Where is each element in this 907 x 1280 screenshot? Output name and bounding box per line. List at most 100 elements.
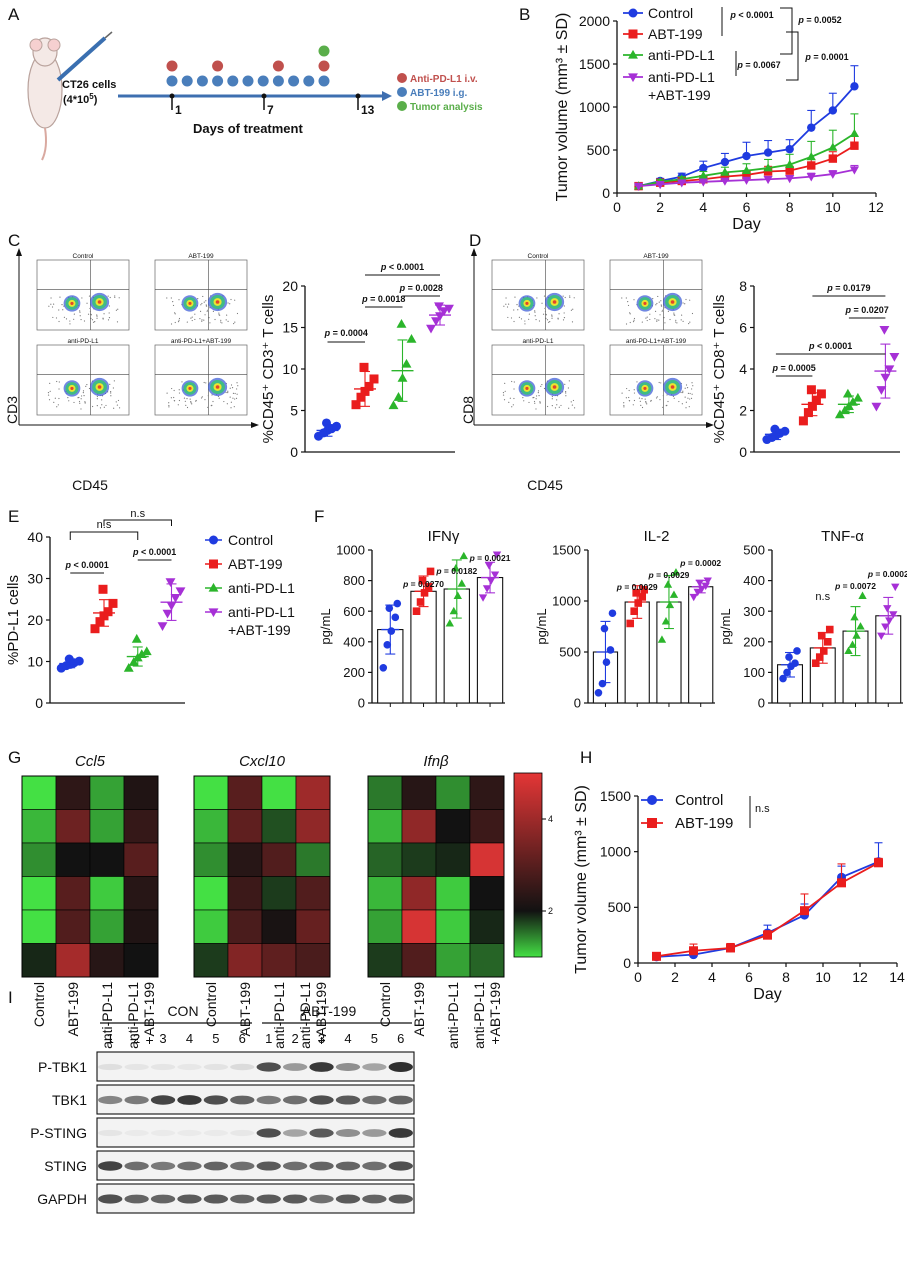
- x-tick-label: 0: [634, 969, 642, 985]
- heatmap-cell: [367, 775, 403, 810]
- blot-band: [309, 1194, 334, 1204]
- data-point: [763, 148, 773, 157]
- abt199-dose-dot: [303, 75, 315, 87]
- event-dot: [172, 304, 175, 307]
- heatmap-frame: [21, 775, 159, 978]
- event-dot: [691, 312, 694, 315]
- blot-band: [335, 1161, 361, 1171]
- event-dot: [223, 400, 225, 403]
- event-dot: [511, 406, 513, 408]
- y-tick-label: 200: [343, 665, 365, 680]
- data-point: [834, 409, 845, 419]
- lane-label: 3: [159, 1031, 166, 1046]
- event-dot: [523, 400, 525, 402]
- event-dot: [569, 295, 571, 297]
- event-dot: [632, 321, 635, 323]
- event-dot: [201, 320, 203, 322]
- heatmap-cell: [401, 943, 437, 978]
- event-dot: [533, 400, 536, 403]
- lane-label: 6: [397, 1031, 404, 1046]
- event-dot: [532, 397, 534, 399]
- event-dot: [113, 407, 115, 409]
- legend-marker: [628, 8, 638, 18]
- event-dot: [211, 394, 213, 396]
- event-dot: [662, 406, 664, 408]
- event-dot: [205, 382, 207, 384]
- data-point: [726, 943, 735, 953]
- panel-letter: G: [8, 748, 21, 767]
- event-dot: [227, 390, 229, 392]
- data-point: [891, 583, 900, 592]
- column-label: anti-PD-L1: [297, 982, 313, 1049]
- event-dot: [237, 385, 239, 387]
- x-tick-label: 10: [815, 969, 831, 985]
- heatmap-cell: [21, 876, 57, 911]
- event-dot: [229, 387, 231, 389]
- blot-band: [335, 1095, 361, 1105]
- lane-label: 5: [371, 1031, 378, 1046]
- event-dot: [689, 398, 691, 400]
- y-tick-label: 1500: [579, 56, 610, 72]
- density-contour: [670, 300, 675, 304]
- event-dot: [195, 400, 197, 402]
- event-dot: [204, 314, 206, 316]
- y-tick-label: 0: [602, 185, 610, 201]
- data-point: [689, 593, 698, 602]
- event-dot: [623, 406, 625, 408]
- y-tick-label: 0: [739, 444, 747, 460]
- y-tick-label: 1000: [579, 99, 610, 115]
- group-3: [426, 302, 454, 334]
- y-tick-label: 0: [758, 696, 765, 711]
- event-dot: [645, 401, 647, 403]
- p-value: p = 0.0002: [867, 569, 907, 579]
- event-dot: [90, 314, 92, 316]
- event-dot: [89, 310, 92, 313]
- flow-plot: Control: [491, 253, 585, 331]
- data-point: [693, 588, 702, 597]
- y-axis-title: Tumor volume (mm³ ± SD): [573, 785, 590, 974]
- data-point: [459, 551, 468, 560]
- legend-label: ABT-199 i.g.: [410, 88, 467, 99]
- blot-frame: [96, 1150, 415, 1181]
- flow-arrowhead: [706, 422, 714, 428]
- heatmap-cell: [435, 943, 471, 978]
- density-contour: [188, 386, 192, 390]
- event-dot: [509, 397, 511, 399]
- event-dot: [682, 391, 684, 394]
- event-dot: [512, 404, 514, 406]
- blot-band: [177, 1095, 202, 1105]
- event-dot: [107, 295, 109, 297]
- event-dot: [79, 311, 81, 313]
- blot-frame: [96, 1051, 415, 1082]
- data-point: [698, 170, 708, 180]
- event-dot: [656, 320, 658, 322]
- heatmap-cell: [21, 943, 57, 978]
- event-dot: [170, 397, 172, 399]
- event-dot: [234, 299, 236, 301]
- event-dot: [115, 401, 117, 403]
- event-dot: [101, 404, 103, 406]
- x-tick-label: 10: [825, 199, 841, 215]
- data-point: [602, 658, 611, 666]
- event-dot: [563, 312, 565, 314]
- heatmap-cell: [227, 842, 263, 877]
- data-point: [322, 418, 331, 428]
- event-dot: [518, 316, 521, 318]
- x-tick-label: 8: [782, 969, 790, 985]
- data-point: [434, 302, 444, 312]
- event-dot: [664, 322, 666, 324]
- data-point: [763, 167, 773, 176]
- event-dot: [53, 401, 55, 403]
- event-dot: [680, 391, 682, 394]
- chart-title: TNF-α: [821, 528, 864, 545]
- y-tick-label: 800: [343, 573, 365, 588]
- event-dot: [220, 319, 222, 321]
- blot-band: [203, 1063, 229, 1071]
- data-point: [600, 624, 609, 633]
- x-tick-label: 6: [745, 969, 753, 985]
- flow-title: anti-PD-L1+ABT-199: [626, 338, 687, 345]
- blot-band: [98, 1194, 123, 1204]
- event-dot: [203, 319, 205, 321]
- blot-band: [388, 1062, 413, 1072]
- event-dot: [656, 302, 658, 305]
